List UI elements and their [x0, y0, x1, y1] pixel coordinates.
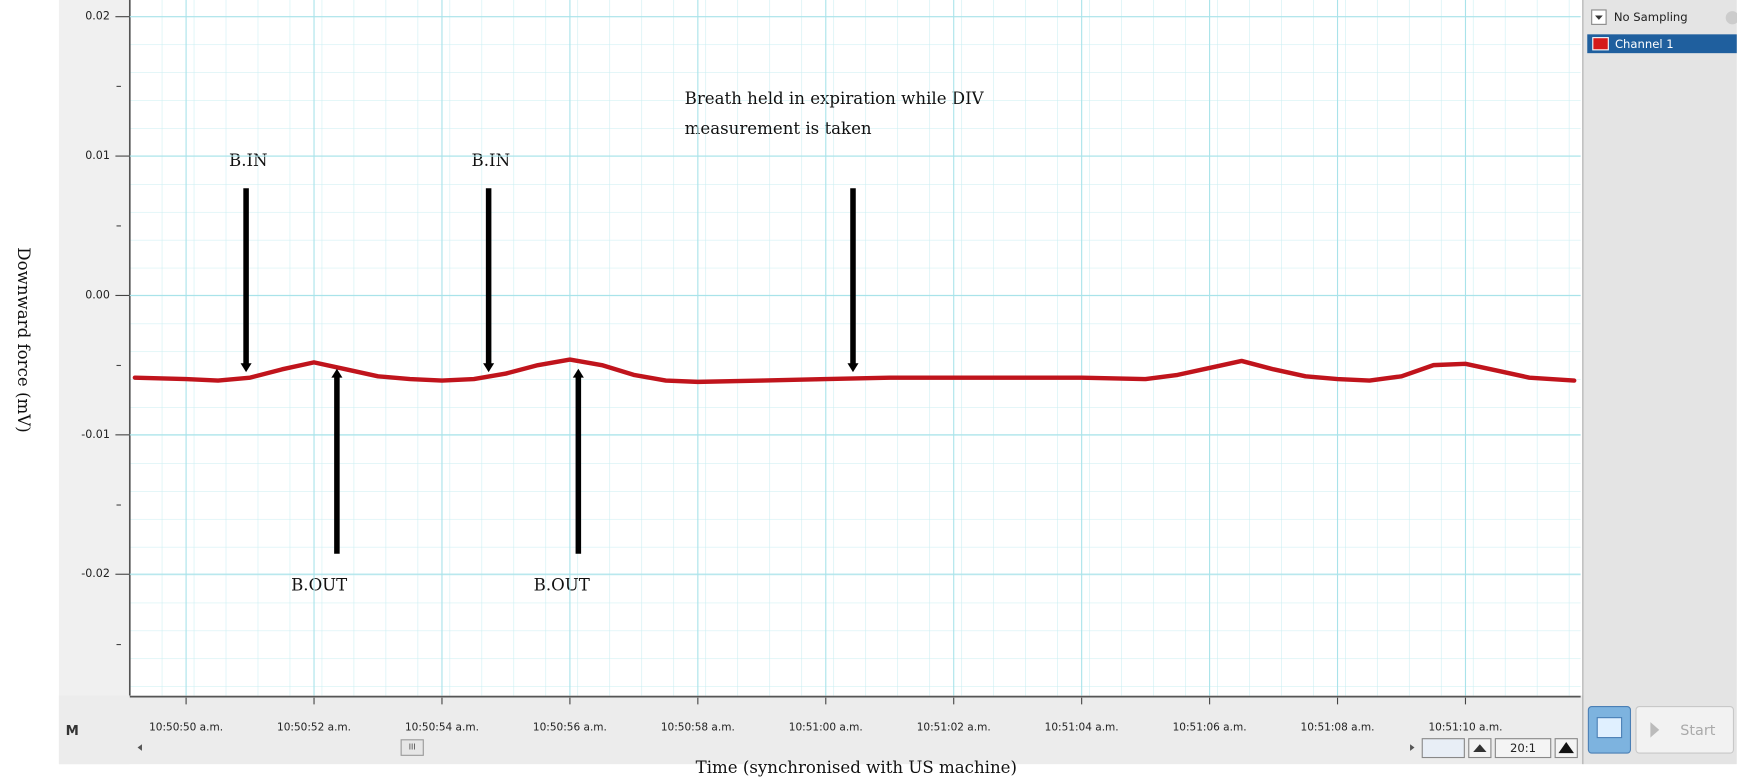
start-button[interactable]	[1635, 706, 1735, 754]
start-label: Start	[1680, 723, 1715, 739]
annotation: B.OUT	[291, 575, 347, 594]
x-tick-label: 10:50:50 a.m.	[149, 722, 223, 734]
annotation: B.IN	[472, 151, 511, 170]
x-axis-panel	[58, 695, 1584, 765]
x-tick-label: 10:51:10 a.m.	[1428, 722, 1502, 734]
annotation: measurement is taken	[685, 119, 872, 138]
scroll-grip: III	[409, 743, 416, 752]
y-axis-panel	[58, 0, 130, 765]
x-tick-label: 10:51:08 a.m.	[1301, 722, 1375, 734]
zoom-in-icon	[1473, 744, 1487, 752]
x-tick-label: 10:51:00 a.m.	[789, 722, 863, 734]
arrow-head	[847, 363, 859, 373]
zoom-x-button[interactable]	[1421, 738, 1465, 759]
x-tick-label: 10:50:52 a.m.	[277, 722, 351, 734]
arrow-head	[240, 363, 252, 373]
channel-row[interactable]	[1587, 34, 1737, 54]
zoom-out-icon	[1558, 742, 1574, 754]
x-tick-label: 10:51:06 a.m.	[1173, 722, 1247, 734]
x-ticks: 10:50:50 a.m. 10:50:52 a.m. 10:50:54 a.m. 1…	[149, 697, 1502, 734]
start-icon	[1650, 722, 1660, 738]
side-panel	[1582, 0, 1737, 765]
x-axis-title: Time (synchronised with US machine)	[696, 758, 1017, 777]
annotation: B.IN	[229, 151, 268, 170]
x-tick-label: 10:50:56 a.m.	[533, 722, 607, 734]
y-tick-label: 0.02	[85, 10, 110, 23]
status-icon	[1725, 11, 1737, 25]
y-tick-label: -0.01	[81, 428, 110, 441]
x-tick-label: 10:51:02 a.m.	[917, 722, 991, 734]
x-tick-label: 10:50:58 a.m.	[661, 722, 735, 734]
annotation: B.OUT	[534, 575, 590, 594]
view-icon	[1596, 717, 1623, 739]
data-line	[132, 357, 1577, 385]
sampling-label: No Sampling	[1614, 10, 1688, 24]
y-tick-label: 0.00	[85, 288, 110, 301]
arrow-head	[483, 363, 495, 373]
x-tick-label: 10:51:04 a.m.	[1045, 722, 1119, 734]
y-minor-ticks	[116, 85, 121, 646]
zoom-ratio-box[interactable]	[1494, 738, 1552, 759]
dropdown-arrow	[1595, 15, 1603, 20]
annotation: Breath held in expiration while DIV	[685, 89, 985, 108]
x-tick-label: 10:50:54 a.m.	[405, 722, 479, 734]
scroll-right[interactable]	[1410, 744, 1415, 751]
y-tick-label: -0.02	[81, 567, 110, 580]
marker-icon[interactable]: M	[66, 724, 79, 739]
scroll-left[interactable]	[137, 744, 142, 751]
arrows	[240, 188, 859, 554]
arrow-head	[572, 368, 584, 378]
channel-label: Channel 1	[1615, 37, 1674, 51]
arrow-head	[331, 368, 343, 378]
y-axis-title: Downward force (mV)	[14, 247, 33, 432]
channel-color	[1592, 37, 1609, 51]
scroll-thumb[interactable]	[400, 739, 424, 756]
zoom-ratio: 20:1	[1510, 741, 1536, 755]
y-tick-label: 0.01	[85, 149, 110, 162]
